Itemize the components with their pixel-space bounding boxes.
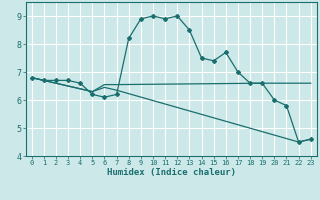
X-axis label: Humidex (Indice chaleur): Humidex (Indice chaleur) — [107, 168, 236, 177]
